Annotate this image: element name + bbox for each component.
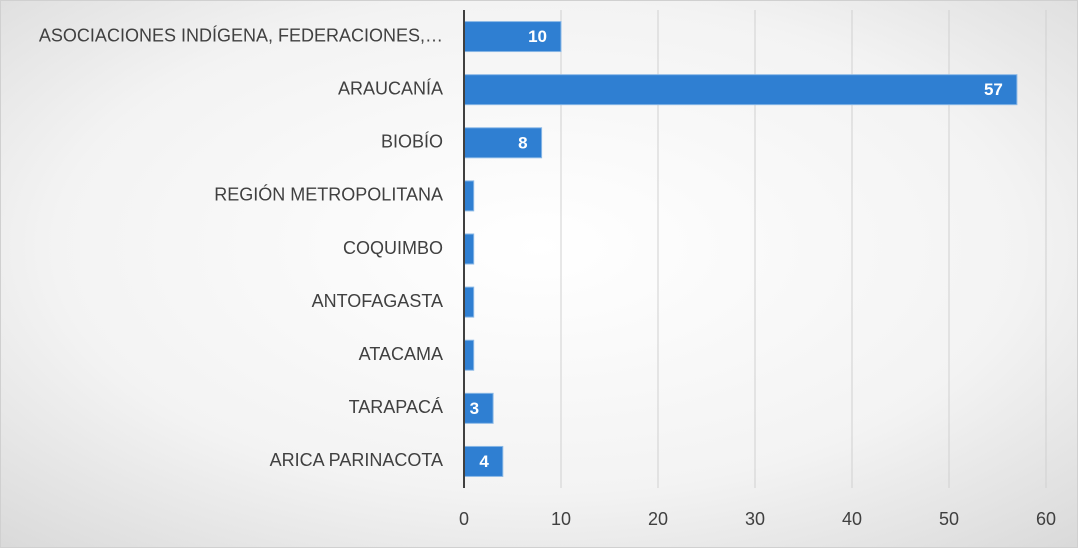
y-tick-label: ARICA PARINACOTA bbox=[270, 450, 443, 470]
y-tick-label: COQUIMBO bbox=[343, 238, 443, 258]
bar bbox=[463, 339, 475, 371]
y-tick-label: TARAPACÁ bbox=[349, 397, 443, 417]
data-label: 8 bbox=[518, 133, 527, 152]
x-tick-label: 50 bbox=[939, 509, 959, 529]
x-tick-label: 40 bbox=[842, 509, 862, 529]
bar bbox=[463, 127, 543, 159]
bar bbox=[463, 74, 1018, 106]
bar bbox=[463, 180, 475, 212]
x-tick-label: 0 bbox=[459, 509, 469, 529]
y-tick-label: ARAUCANÍA bbox=[338, 78, 443, 98]
x-tick-label: 60 bbox=[1036, 509, 1056, 529]
data-label: 4 bbox=[479, 452, 489, 471]
x-tick-label: 30 bbox=[745, 509, 765, 529]
x-tick-label: 10 bbox=[551, 509, 571, 529]
data-label: 3 bbox=[470, 399, 479, 418]
y-tick-label: BIOBÍO bbox=[381, 132, 443, 152]
data-label: 57 bbox=[984, 80, 1003, 99]
bar bbox=[463, 445, 504, 477]
y-tick-label: ASOCIACIONES INDÍGENA, FEDERACIONES,… bbox=[39, 25, 443, 45]
bar bbox=[463, 392, 494, 424]
y-tick-label: REGIÓN METROPOLITANA bbox=[214, 184, 443, 205]
x-tick-label: 20 bbox=[648, 509, 668, 529]
bar bbox=[463, 286, 475, 318]
data-label: 10 bbox=[528, 27, 547, 46]
bar bbox=[463, 233, 475, 265]
y-tick-label: ATACAMA bbox=[359, 344, 443, 364]
y-tick-label: ANTOFAGASTA bbox=[312, 291, 443, 311]
